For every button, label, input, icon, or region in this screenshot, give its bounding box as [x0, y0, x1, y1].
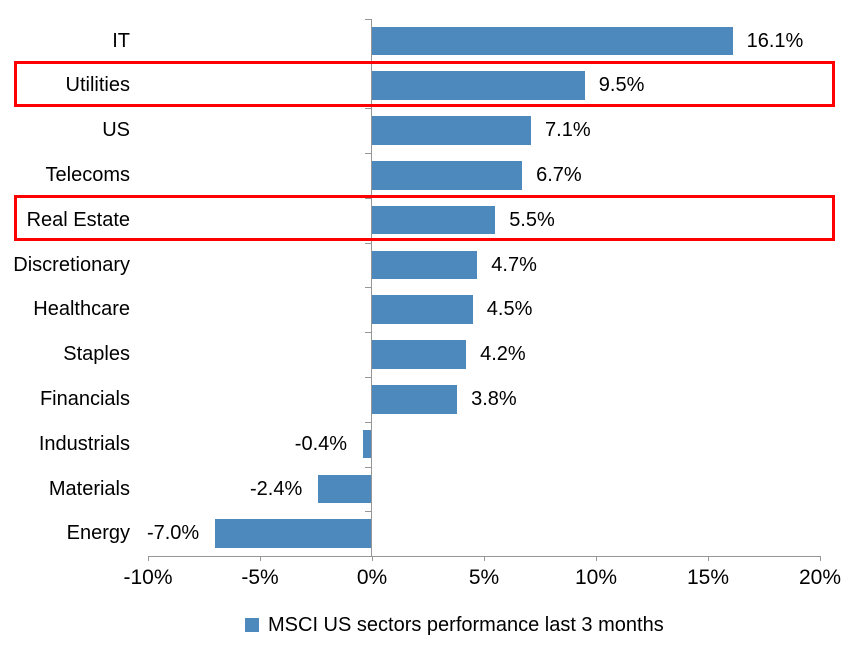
- category-label: Industrials: [38, 432, 130, 455]
- category-label: Staples: [63, 343, 130, 366]
- category-label: US: [102, 119, 130, 142]
- category-axis-tick: [365, 197, 371, 199]
- bar: [318, 474, 372, 504]
- value-axis-tick-label: 10%: [574, 566, 618, 589]
- category-axis-tick: [365, 466, 371, 468]
- bar: [372, 250, 478, 280]
- legend-label: MSCI US sectors performance last 3 month…: [268, 613, 664, 636]
- bar: [372, 161, 523, 190]
- bar: [372, 385, 458, 414]
- value-label: 9.5%: [598, 74, 645, 97]
- value-axis-tick: [708, 556, 709, 561]
- bar: [372, 205, 496, 235]
- bar: [372, 26, 733, 56]
- category-axis-tick: [365, 332, 371, 334]
- bar: [372, 116, 532, 145]
- category-label: IT: [112, 29, 130, 52]
- value-label: 5.5%: [509, 208, 555, 231]
- value-label: 4.7%: [491, 253, 537, 276]
- value-axis-tick-label: 20%: [798, 566, 842, 589]
- category-axis-tick: [365, 511, 371, 513]
- category-axis-tick: [365, 421, 371, 423]
- value-axis-tick: [372, 556, 373, 561]
- category-axis-line: [371, 18, 372, 556]
- value-axis-tick: [148, 556, 149, 561]
- value-axis-tick: [260, 556, 261, 561]
- highlight-box: [14, 60, 835, 107]
- category-axis-tick: [365, 376, 371, 378]
- value-label: -0.4%: [294, 432, 348, 455]
- category-label: Utilities: [65, 74, 130, 97]
- value-axis-tick: [820, 556, 821, 561]
- category-label: Real Estate: [26, 208, 130, 231]
- highlight-box: [14, 195, 835, 242]
- category-axis-tick: [365, 287, 371, 289]
- category-axis-tick: [365, 63, 371, 65]
- value-axis-tick-label: 5%: [468, 566, 500, 589]
- legend-swatch-icon: [245, 618, 259, 632]
- category-label: Materials: [48, 477, 130, 500]
- bar: [363, 429, 372, 459]
- value-label: 16.1%: [746, 29, 804, 52]
- bar: [372, 71, 585, 100]
- value-axis-tick: [484, 556, 485, 561]
- value-label: -7.0%: [146, 522, 200, 545]
- bar: [372, 340, 467, 369]
- value-axis-tick-label: 0%: [356, 566, 388, 589]
- category-axis-tick: [365, 18, 371, 20]
- value-axis-tick: [596, 556, 597, 561]
- category-axis-tick: [365, 152, 371, 154]
- value-label: 7.1%: [545, 119, 591, 142]
- category-label: Discretionary: [13, 253, 130, 276]
- value-label: 4.2%: [480, 343, 526, 366]
- category-label: Energy: [66, 522, 130, 545]
- value-axis-tick-label: -10%: [123, 566, 173, 589]
- value-label: -2.4%: [249, 477, 303, 500]
- value-label: 4.5%: [486, 298, 533, 321]
- category-axis-tick: [365, 242, 371, 244]
- category-axis-tick: [365, 108, 371, 110]
- value-label: 6.7%: [536, 163, 582, 186]
- bar: [372, 295, 473, 324]
- category-label: Telecoms: [45, 163, 130, 186]
- category-label: Financials: [39, 387, 130, 410]
- legend: MSCI US sectors performance last 3 month…: [245, 611, 664, 639]
- bar: [215, 519, 372, 548]
- category-label: Healthcare: [33, 298, 130, 321]
- value-label: 3.8%: [471, 387, 517, 410]
- value-axis-tick-label: -5%: [241, 566, 279, 589]
- value-axis-tick-label: 15%: [686, 566, 730, 589]
